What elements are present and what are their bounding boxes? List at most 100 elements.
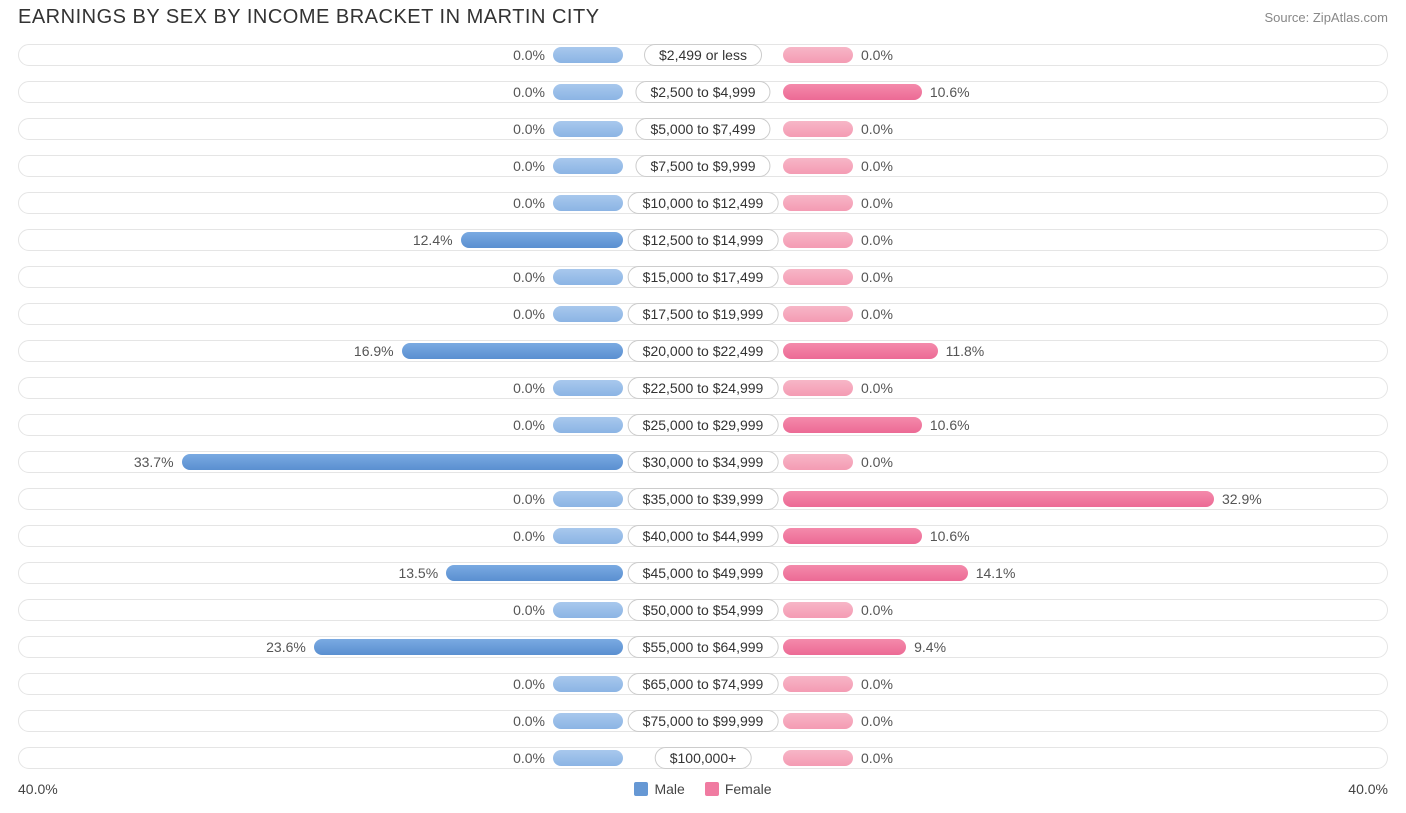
bracket-label: $35,000 to $39,999 [628, 488, 779, 510]
legend-label-female: Female [725, 781, 772, 797]
male-value-label: 0.0% [513, 710, 545, 732]
female-value-label: 0.0% [861, 266, 893, 288]
male-bar [461, 232, 623, 248]
chart-body: 0.0%0.0%$2,499 or less0.0%10.6%$2,500 to… [0, 33, 1406, 776]
male-bar-min [553, 713, 623, 729]
female-bar [783, 343, 938, 359]
bracket-label: $40,000 to $44,999 [628, 525, 779, 547]
axis-max-right: 40.0% [1348, 781, 1388, 797]
male-bar-min [553, 750, 623, 766]
female-bar-min [783, 380, 853, 396]
bracket-label: $17,500 to $19,999 [628, 303, 779, 325]
chart-row: 12.4% 0.0% $12,500 to $14,999 [18, 222, 1388, 258]
chart-row: 0.0%0.0%$22,500 to $24,999 [18, 370, 1388, 406]
female-value-label: 0.0% [861, 377, 893, 399]
female-bar [783, 528, 922, 544]
female-bar-min [783, 195, 853, 211]
male-bar-min [553, 195, 623, 211]
bracket-label: $25,000 to $29,999 [628, 414, 779, 436]
male-bar [402, 343, 623, 359]
male-bar [314, 639, 623, 655]
female-bar [783, 639, 906, 655]
chart-row: 0.0%0.0%$7,500 to $9,999 [18, 148, 1388, 184]
female-bar-min [783, 232, 853, 248]
female-value-label: 0.0% [861, 118, 893, 140]
female-bar-min [783, 713, 853, 729]
legend-swatch-female [705, 782, 719, 796]
female-bar-min [783, 750, 853, 766]
male-bar-min [553, 602, 623, 618]
male-value-label: 0.0% [513, 525, 545, 547]
chart-row: 23.6% 9.4% $55,000 to $64,999 [18, 629, 1388, 665]
chart-row: 0.0%0.0%$100,000+ [18, 740, 1388, 776]
female-value-label: 9.4% [914, 636, 946, 658]
chart-row: 0.0% 10.6% $25,000 to $29,999 [18, 407, 1388, 443]
male-value-label: 0.0% [513, 377, 545, 399]
male-bar [182, 454, 623, 470]
bracket-label: $65,000 to $74,999 [628, 673, 779, 695]
male-bar-min [553, 121, 623, 137]
female-value-label: 0.0% [861, 451, 893, 473]
male-bar-min [553, 417, 623, 433]
chart-row: 0.0%0.0%$15,000 to $17,499 [18, 259, 1388, 295]
male-value-label: 23.6% [266, 636, 306, 658]
bracket-label: $15,000 to $17,499 [628, 266, 779, 288]
chart-row: 13.5%14.1%$45,000 to $49,999 [18, 555, 1388, 591]
female-value-label: 11.8% [946, 340, 985, 362]
male-value-label: 0.0% [513, 81, 545, 103]
female-bar [783, 491, 1214, 507]
male-bar-min [553, 676, 623, 692]
male-value-label: 0.0% [513, 414, 545, 436]
chart-row: 0.0%0.0%$10,000 to $12,499 [18, 185, 1388, 221]
female-bar-min [783, 269, 853, 285]
male-bar [446, 565, 623, 581]
legend: Male Female [634, 781, 771, 797]
bracket-label: $30,000 to $34,999 [628, 451, 779, 473]
male-bar-min [553, 269, 623, 285]
male-value-label: 0.0% [513, 303, 545, 325]
chart-row: 0.0%0.0%$2,499 or less [18, 37, 1388, 73]
chart-row: 33.7% 0.0% $30,000 to $34,999 [18, 444, 1388, 480]
female-bar-min [783, 306, 853, 322]
female-value-label: 0.0% [861, 747, 893, 769]
legend-item-male: Male [634, 781, 684, 797]
male-value-label: 33.7% [134, 451, 174, 473]
male-value-label: 12.4% [413, 229, 453, 251]
male-bar-min [553, 380, 623, 396]
female-value-label: 0.0% [861, 673, 893, 695]
chart-row: 0.0% 0.0% $17,500 to $19,999 [18, 296, 1388, 332]
female-value-label: 10.6% [930, 414, 970, 436]
female-value-label: 0.0% [861, 710, 893, 732]
female-value-label: 0.0% [861, 155, 893, 177]
male-value-label: 13.5% [398, 562, 438, 584]
chart-header: EARNINGS BY SEX BY INCOME BRACKET IN MAR… [0, 0, 1406, 33]
female-value-label: 0.0% [861, 303, 893, 325]
bracket-label: $12,500 to $14,999 [628, 229, 779, 251]
male-value-label: 0.0% [513, 599, 545, 621]
bracket-label: $75,000 to $99,999 [628, 710, 779, 732]
legend-label-male: Male [654, 781, 684, 797]
female-value-label: 0.0% [861, 599, 893, 621]
female-bar-min [783, 676, 853, 692]
chart-row: 0.0%10.6%$40,000 to $44,999 [18, 518, 1388, 554]
male-value-label: 16.9% [354, 340, 394, 362]
male-bar-min [553, 47, 623, 63]
female-value-label: 0.0% [861, 192, 893, 214]
bracket-label: $7,500 to $9,999 [635, 155, 770, 177]
male-value-label: 0.0% [513, 44, 545, 66]
bracket-label: $2,500 to $4,999 [635, 81, 770, 103]
male-bar-min [553, 158, 623, 174]
female-bar [783, 565, 968, 581]
male-bar-min [553, 84, 623, 100]
legend-item-female: Female [705, 781, 772, 797]
bracket-label: $5,000 to $7,499 [635, 118, 770, 140]
male-value-label: 0.0% [513, 747, 545, 769]
chart-row: 0.0%10.6%$2,500 to $4,999 [18, 74, 1388, 110]
chart-row: 16.9%11.8%$20,000 to $22,499 [18, 333, 1388, 369]
bracket-label: $55,000 to $64,999 [628, 636, 779, 658]
male-bar-min [553, 528, 623, 544]
bracket-label: $50,000 to $54,999 [628, 599, 779, 621]
chart-title: EARNINGS BY SEX BY INCOME BRACKET IN MAR… [18, 6, 600, 29]
male-value-label: 0.0% [513, 118, 545, 140]
female-value-label: 0.0% [861, 229, 893, 251]
